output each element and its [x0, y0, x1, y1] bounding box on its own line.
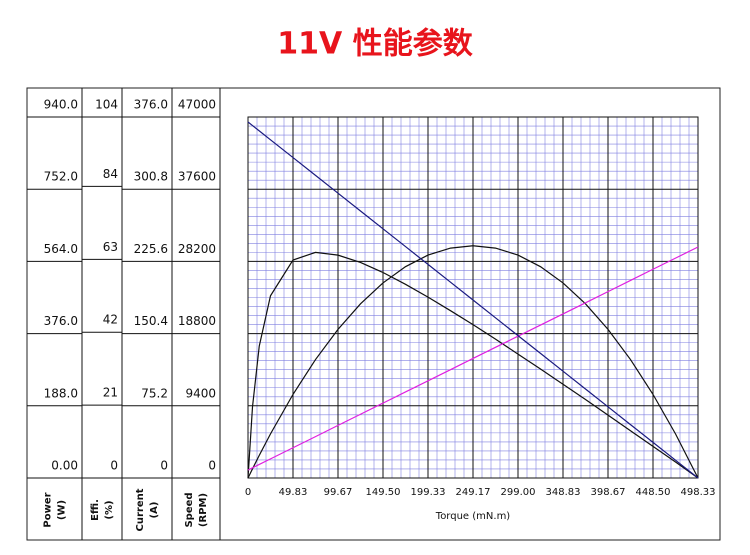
series-line [247, 245, 699, 479]
x-tick-label: 99.67 [324, 487, 353, 498]
y-tick-label: 0 [110, 459, 118, 473]
axis-label: Speed [184, 492, 195, 527]
y-tick-label: 376.0 [44, 314, 78, 328]
series-line [247, 121, 699, 479]
x-tick-label: 49.83 [279, 487, 308, 498]
y-tick-label: 9400 [185, 386, 216, 400]
y-tick-label: 28200 [178, 242, 216, 256]
axis-label: Current [135, 488, 146, 531]
x-tick-label: 448.50 [636, 487, 671, 498]
y-tick-label: 376.0 [134, 98, 168, 112]
y-tick-label: 21 [103, 386, 118, 400]
y-tick-label: 104 [95, 98, 118, 112]
x-tick-label: 498.33 [681, 487, 716, 498]
chart-title: 11V 性能参数 [277, 27, 473, 62]
x-tick-label: 0 [245, 487, 251, 498]
frame [26, 87, 721, 541]
axis-unit: (%) [104, 500, 115, 519]
x-tick-label: 398.67 [591, 487, 626, 498]
y-tick-label: 18800 [178, 314, 216, 328]
y-tick-label: 47000 [178, 98, 216, 112]
y-tick-label: 300.8 [134, 170, 168, 184]
x-tick-label: 149.50 [366, 487, 401, 498]
y-tick-label: 37600 [178, 170, 216, 184]
y-tick-label: 225.6 [134, 242, 168, 256]
series-line [247, 246, 699, 471]
x-tick-label: 299.00 [501, 487, 536, 498]
y-tick-label: 188.0 [44, 386, 78, 400]
y-tick-label: 0.00 [51, 459, 78, 473]
y-tick-label: 150.4 [134, 314, 168, 328]
y-tick-label: 0 [160, 459, 168, 473]
axis-label: Power [43, 492, 54, 527]
axis-unit: (W) [57, 500, 68, 520]
y-tick-label: 84 [103, 167, 118, 181]
y-tick-label: 752.0 [44, 170, 78, 184]
axis-label: Effi. [90, 499, 101, 521]
y-tick-label: 63 [103, 240, 118, 254]
axis-unit: (A) [149, 502, 160, 519]
y-tick-label: 940.0 [44, 98, 78, 112]
x-tick-label: 199.33 [410, 487, 445, 498]
x-tick-label: 249.17 [456, 487, 491, 498]
y-tick-label: 75.2 [141, 386, 168, 400]
x-axis-label: Torque (mN.m) [435, 511, 511, 522]
y-tick-label: 564.0 [44, 242, 78, 256]
plot-border [247, 116, 699, 479]
y-tick-label: 42 [103, 313, 118, 327]
x-tick-label: 348.83 [545, 487, 580, 498]
series-line [247, 251, 699, 479]
y-tick-label: 0 [208, 459, 216, 473]
axis-unit: (RPM) [198, 493, 209, 527]
